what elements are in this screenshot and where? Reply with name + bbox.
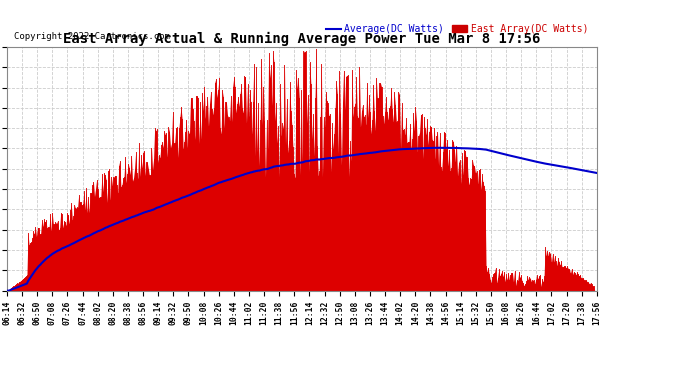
Text: Copyright 2022 Cartronics.com: Copyright 2022 Cartronics.com	[14, 32, 170, 41]
Legend: Average(DC Watts), East Array(DC Watts): Average(DC Watts), East Array(DC Watts)	[322, 20, 592, 38]
Title: East Array Actual & Running Average Power Tue Mar 8 17:56: East Array Actual & Running Average Powe…	[63, 32, 540, 46]
